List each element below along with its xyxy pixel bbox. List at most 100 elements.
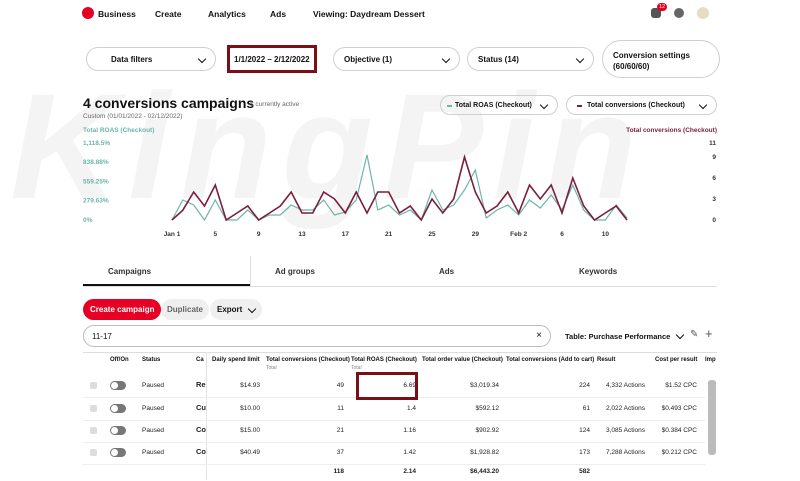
column-header: Total order value (Checkout) [422,357,503,363]
series-line [171,154,628,222]
highlight-box [227,45,317,73]
y2-tick-label: 9 [712,154,716,161]
cell: 1.4 [406,405,416,412]
nav-item[interactable]: Viewing: Daydream Dessert [313,9,425,19]
row-divider [83,464,705,465]
total-cell: $6,443.20 [470,468,499,475]
title: 4 conversions campaigns [83,95,255,111]
cell: 49 [336,382,344,389]
cell: 61 [582,405,590,412]
data-filters[interactable]: Data filters [86,47,216,71]
cell: $0.493 CPC [661,405,697,412]
y2-tick-label: 6 [712,175,716,182]
x-tick-label: Feb 2 [510,231,527,238]
checkbox [90,405,97,412]
metric-select[interactable]: Total ROAS (Checkout) [440,95,558,115]
x-tick-label: 5 [214,231,218,238]
y2-tick-label: 3 [712,196,716,203]
x-tick-label: 13 [298,231,306,238]
toggle [110,404,126,413]
export-button[interactable]: Export [210,299,263,320]
cell: 21 [336,427,344,434]
cell: $1.52 CPC [665,382,697,389]
conversion-settings[interactable]: Conversion settings (60/60/60) [602,40,720,78]
cell: $1,928.82 [470,449,499,456]
toggle-knob [111,405,118,412]
x-tick-label: 25 [428,231,436,238]
toggle-knob [111,427,118,434]
toggle [110,448,126,457]
y-tick-label: 0% [83,217,93,224]
x-tick-label: 17 [342,231,350,238]
cell: $902.92 [475,427,500,434]
cell: 2,022 Actions [605,405,645,412]
column-header: Daily spend limit [212,357,260,363]
objective-filter[interactable]: Objective (1) [333,47,460,71]
row-divider [83,420,705,421]
cell: Paused [142,449,165,456]
divider [206,352,207,480]
total-cell: 2.14 [403,468,416,475]
cell: 3,085 Actions [605,427,645,434]
duplicate-button[interactable]: Duplicate [161,299,210,320]
status-filter[interactable]: Status (14) [467,47,594,71]
nav-item[interactable]: Create [155,9,182,19]
active-note: 1 currently active [250,101,300,108]
tab[interactable]: Ad groups [275,267,315,276]
create-button[interactable]: Create campaign [83,299,162,320]
y-tick-label: 1,118.5% [83,140,110,147]
checkbox [90,449,97,456]
toggle-knob [111,449,118,456]
label: Objective (1) [344,54,393,64]
column-header: Status [142,357,161,363]
logo[interactable] [82,7,94,19]
total-cell: 118 [333,468,345,475]
tab[interactable]: Campaigns [108,267,152,276]
cell: $592.12 [475,405,500,412]
nav-item[interactable]: Business [98,9,136,19]
x-tick-label: Jan 1 [164,231,181,238]
total-cell: 582 [579,468,590,475]
cell: $0.212 CPC [661,449,697,456]
x-tick-label: 10 [602,231,610,238]
messages-icon[interactable] [674,8,684,18]
nav-item[interactable]: Analytics [208,9,246,19]
search-box[interactable]: 11-17 × [83,325,551,347]
cell: 1.16 [403,427,416,434]
label: Data filters [111,54,153,64]
column-header: Imp [705,357,716,363]
tab[interactable]: Keywords [579,267,618,276]
edit-icon[interactable]: ✎ [690,329,699,340]
metric-select[interactable]: Total conversions (Checkout) [566,95,717,115]
y2-axis-title: Total conversions (Checkout) [626,127,717,134]
cell: $40.49 [240,449,260,456]
table-select[interactable]: Table: Purchase Performance [557,325,687,347]
cell: Cu [196,403,206,412]
tab[interactable]: Ads [439,267,455,276]
cell: 173 [579,449,590,456]
bell-icon[interactable] [651,8,661,18]
label: Status (14) [478,54,519,64]
y2-tick-label: 0 [712,217,716,224]
toggle [110,426,126,435]
search-text: 11-17 [92,332,112,341]
scrollbar [708,380,716,455]
cell: 224 [579,382,590,389]
nav-item[interactable]: Ads [270,9,287,19]
column-header: Result [597,357,616,363]
column-sub: Total [351,365,362,371]
y-axis-title: Total ROAS (Checkout) [83,127,154,134]
cell: Co [196,425,206,434]
cell: $3,019.34 [470,382,499,389]
y2-tick-label: 11 [709,140,716,147]
tab-active [83,256,251,286]
table [83,352,717,481]
row-divider [83,442,705,443]
avatar[interactable] [697,7,709,19]
cell: Paused [142,427,165,434]
cell: 4,332 Actions [605,382,645,389]
add-icon[interactable]: + [705,326,713,341]
label: Total ROAS (Checkout) [455,101,532,109]
label: Export [217,305,243,314]
cell: 6.69 [403,382,416,389]
